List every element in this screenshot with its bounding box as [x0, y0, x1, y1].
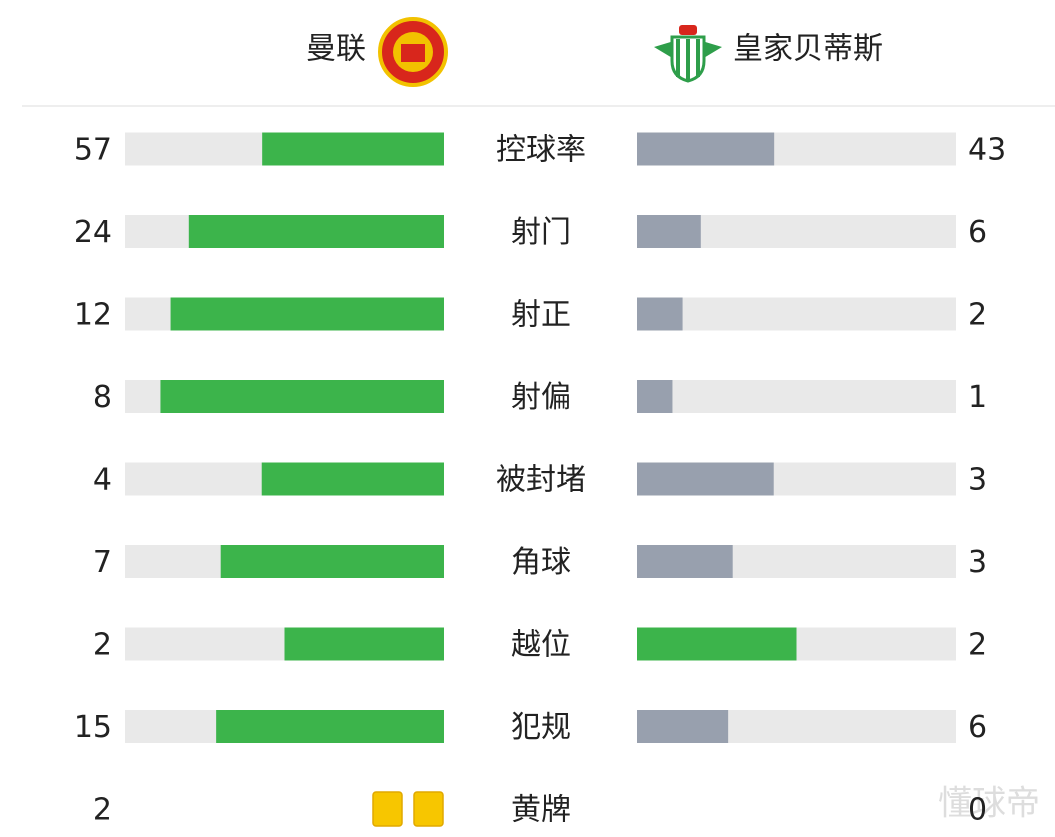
- away-value: 0: [968, 793, 987, 828]
- home-value: 2: [93, 793, 112, 828]
- away-bar: [637, 132, 775, 166]
- away-bar: [637, 462, 774, 496]
- home-bar: [261, 462, 444, 496]
- away-value: 2: [968, 628, 987, 663]
- home-cards: [372, 791, 444, 827]
- home-value: 15: [74, 710, 112, 745]
- home-value: 4: [93, 463, 112, 498]
- away-track: [637, 297, 956, 331]
- away-bar: [637, 380, 673, 413]
- home-team: 曼联: [306, 32, 366, 67]
- card: [413, 791, 444, 827]
- away-value: 3: [968, 545, 987, 580]
- home-value: 2: [93, 628, 112, 663]
- home-value: 12: [74, 298, 112, 333]
- card: [372, 791, 403, 827]
- home-value: 24: [74, 215, 112, 250]
- away-logo: [654, 25, 722, 83]
- away-bar: [637, 215, 701, 248]
- stat-label: 犯规: [511, 710, 571, 745]
- away-team: 皇家贝蒂斯: [733, 32, 883, 67]
- away-value: 6: [968, 215, 987, 250]
- home-value: 8: [93, 380, 112, 415]
- away-value: 6: [968, 710, 987, 745]
- home-bar: [220, 545, 444, 578]
- home-value: 7: [93, 545, 112, 580]
- home-bar: [188, 215, 444, 248]
- stat-label: 控球率: [496, 133, 586, 168]
- home-bar: [170, 297, 445, 331]
- stat-label: 射正: [511, 298, 571, 333]
- home-logo: [378, 17, 448, 87]
- home-bar: [262, 132, 444, 166]
- home-bar: [284, 627, 444, 661]
- away-bar: [637, 627, 797, 661]
- home-bar: [160, 380, 444, 413]
- stat-label: 被封堵: [496, 463, 586, 498]
- home-value: 57: [74, 133, 112, 168]
- away-bar: [637, 297, 683, 331]
- away-bar: [637, 545, 733, 578]
- away-value: 2: [968, 298, 987, 333]
- away-value: 1: [968, 380, 987, 415]
- stat-label: 角球: [511, 545, 571, 580]
- stat-label: 黄牌: [511, 793, 571, 828]
- away-value: 43: [968, 133, 1006, 168]
- stat-label: 射门: [511, 215, 571, 250]
- away-track: [637, 380, 956, 413]
- away-bar: [637, 710, 729, 743]
- away-value: 3: [968, 463, 987, 498]
- stat-label: 射偏: [511, 380, 571, 415]
- watermark: 懂球帝: [938, 784, 1040, 824]
- home-bar: [216, 710, 444, 743]
- stat-label: 越位: [511, 628, 571, 663]
